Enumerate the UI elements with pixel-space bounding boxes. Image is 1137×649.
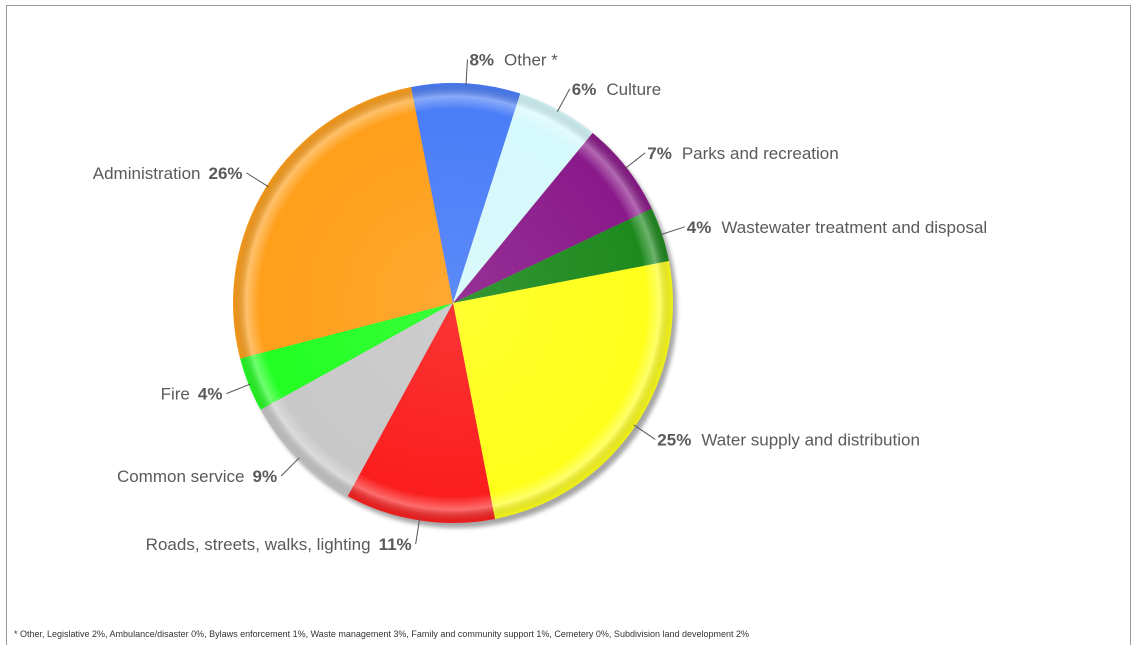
label-wastewater-treatment-and-disposal: 4% Wastewater treatment and disposal <box>687 218 987 237</box>
footnote: * Other, Legislative 2%, Ambulance/disas… <box>14 629 750 639</box>
leader-culture <box>556 88 571 112</box>
label-name: Wastewater treatment and disposal <box>721 218 987 237</box>
pie-sheen <box>233 83 673 523</box>
label-name: Common service <box>117 467 245 486</box>
leader-wastewater-treatment-and-disposal <box>659 226 685 236</box>
label-value: 25% <box>657 430 691 449</box>
label-value: 9% <box>252 467 277 486</box>
label-water-supply-and-distribution: 25% Water supply and distribution <box>657 430 920 449</box>
label-parks-and-recreation: 7% Parks and recreation <box>647 144 838 163</box>
label-other: 8% Other * <box>469 50 558 69</box>
leader-other <box>465 59 468 86</box>
leader-parks-and-recreation <box>624 152 646 170</box>
label-name: Fire <box>161 385 190 404</box>
label-name: Water supply and distribution <box>701 430 920 449</box>
leader-water-supply-and-distribution <box>633 424 656 440</box>
label-culture: 6% Culture <box>572 80 661 99</box>
leader-fire <box>226 383 251 395</box>
label-common-service: Common service 9% <box>117 467 277 486</box>
label-name: Culture <box>606 80 661 99</box>
label-value: 7% <box>647 144 672 163</box>
label-value: 4% <box>687 218 712 237</box>
label-value: 6% <box>572 80 597 99</box>
label-name: Roads, streets, walks, lighting <box>146 535 371 554</box>
label-value: 11% <box>379 535 412 554</box>
label-fire: Fire 4% <box>161 385 223 404</box>
label-value: 4% <box>198 385 223 404</box>
label-name: Other * <box>504 50 558 69</box>
label-name: Administration <box>93 164 201 183</box>
leader-common-service <box>280 457 300 477</box>
leader-administration <box>246 172 269 188</box>
label-name: Parks and recreation <box>682 144 839 163</box>
leader-roads-streets-walks-lighting <box>415 518 421 545</box>
label-administration: Administration 26% <box>93 164 243 183</box>
label-value: 26% <box>208 164 242 183</box>
label-roads-streets-walks-lighting: Roads, streets, walks, lighting 11% <box>146 535 412 554</box>
label-value: 8% <box>469 50 494 69</box>
